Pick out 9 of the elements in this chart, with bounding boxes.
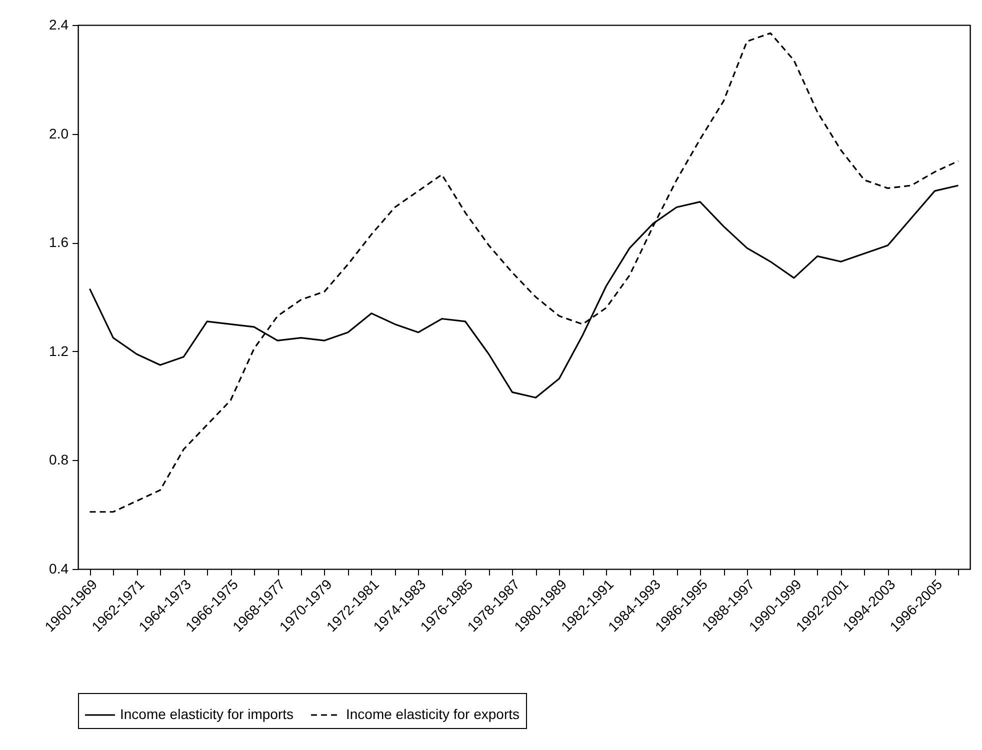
y-tick-label: 2.4 bbox=[49, 16, 69, 32]
y-tick-label: 1.2 bbox=[49, 342, 69, 359]
legend-label: Income elasticity for exports bbox=[346, 706, 520, 722]
y-tick-label: 0.4 bbox=[49, 560, 69, 576]
line-series bbox=[88, 32, 960, 513]
y-tick-label: 0.8 bbox=[49, 452, 69, 468]
legend-label: Income elasticity for imports bbox=[120, 706, 294, 722]
y-tick-label: 1.6 bbox=[49, 234, 69, 250]
y-tick-label: 2.0 bbox=[49, 125, 69, 142]
